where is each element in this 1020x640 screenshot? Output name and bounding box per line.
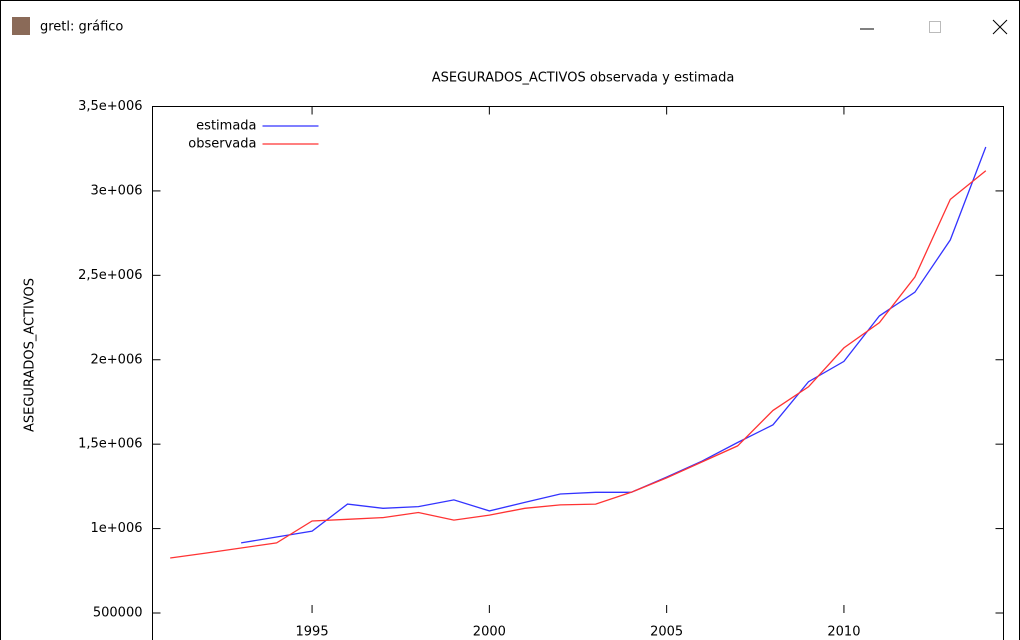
chart-title: ASEGURADOS_ACTIVOS observada y estimada [432, 71, 735, 86]
maximize-button[interactable] [929, 21, 941, 33]
app-icon [12, 17, 30, 35]
y-tick-label: 1e+006 [91, 521, 143, 536]
y-axis-label: ASEGURADOS_ACTIVOS [23, 278, 38, 432]
y-tick-label: 500000 [93, 606, 143, 621]
x-tick-label: 2000 [473, 625, 506, 640]
series-line [240, 146, 987, 544]
series-line [170, 170, 987, 559]
y-tick-label: 2e+006 [91, 352, 143, 367]
x-tick-label: 2010 [827, 625, 860, 640]
window-title: gretl: gráfico [40, 20, 123, 35]
y-tick-label: 3,5e+006 [78, 99, 142, 114]
legend-label: observada [188, 137, 256, 152]
y-tick-label: 2,5e+006 [78, 268, 142, 283]
x-tick-label: 2005 [650, 625, 683, 640]
x-tick-label: 1995 [296, 625, 329, 640]
close-button[interactable] [992, 19, 1008, 35]
legend-label: estimada [196, 119, 256, 134]
y-tick-label: 3e+006 [91, 183, 143, 198]
y-tick-label: 1,5e+006 [78, 437, 142, 452]
plot-frame [152, 106, 1004, 640]
